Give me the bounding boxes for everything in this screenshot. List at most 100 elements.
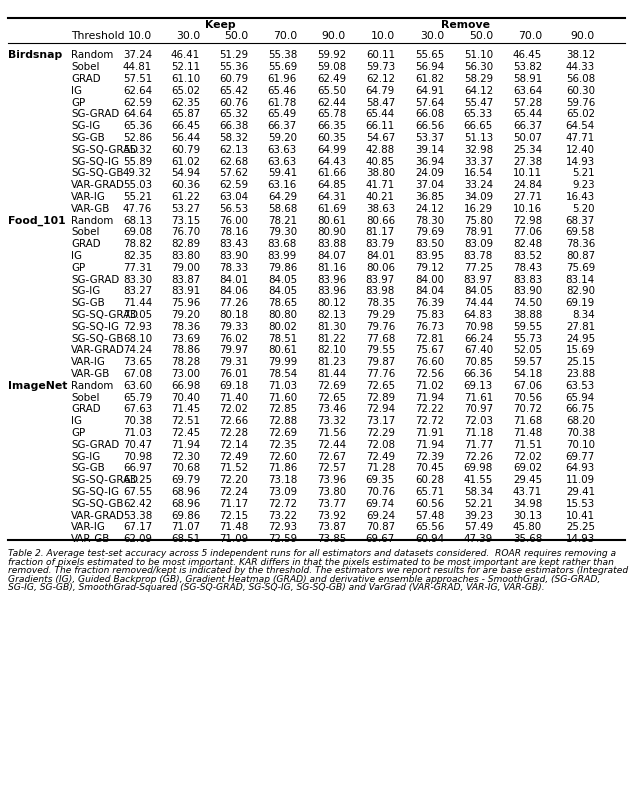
Text: 73.18: 73.18 — [268, 475, 297, 485]
Text: 53.38: 53.38 — [123, 511, 152, 521]
Text: 62.59: 62.59 — [219, 180, 248, 190]
Text: 90.0: 90.0 — [571, 31, 595, 41]
Text: 59.76: 59.76 — [566, 98, 595, 108]
Text: 66.36: 66.36 — [464, 369, 493, 379]
Text: 37.24: 37.24 — [123, 50, 152, 61]
Text: SG-SQ-GRAD: SG-SQ-GRAD — [71, 475, 138, 485]
Text: 54.67: 54.67 — [365, 133, 395, 143]
Text: 62.68: 62.68 — [219, 157, 248, 166]
Text: 65.56: 65.56 — [415, 522, 444, 533]
Text: 59.08: 59.08 — [317, 62, 346, 72]
Text: 66.24: 66.24 — [464, 333, 493, 344]
Text: 69.35: 69.35 — [365, 475, 395, 485]
Text: 73.85: 73.85 — [317, 534, 346, 545]
Text: 61.22: 61.22 — [171, 192, 200, 202]
Text: 65.46: 65.46 — [268, 86, 297, 96]
Text: 55.73: 55.73 — [513, 333, 542, 344]
Text: 25.25: 25.25 — [566, 522, 595, 533]
Text: SG-GB: SG-GB — [71, 133, 105, 143]
Text: 63.64: 63.64 — [513, 86, 542, 96]
Text: 61.69: 61.69 — [317, 204, 346, 214]
Text: 81.23: 81.23 — [317, 357, 346, 367]
Text: 83.90: 83.90 — [219, 251, 248, 261]
Text: 58.68: 58.68 — [268, 204, 297, 214]
Text: 72.08: 72.08 — [366, 440, 395, 450]
Text: 73.69: 73.69 — [171, 333, 200, 344]
Text: 83.96: 83.96 — [317, 286, 346, 296]
Text: 74.50: 74.50 — [513, 298, 542, 308]
Text: 74.24: 74.24 — [123, 345, 152, 355]
Text: 81.16: 81.16 — [317, 262, 346, 273]
Text: 72.59: 72.59 — [268, 534, 297, 545]
Text: 65.94: 65.94 — [566, 392, 595, 403]
Text: 73.00: 73.00 — [171, 369, 200, 379]
Text: 72.28: 72.28 — [219, 428, 248, 438]
Text: 30.0: 30.0 — [420, 31, 444, 41]
Text: 64.93: 64.93 — [566, 463, 595, 474]
Text: IG: IG — [71, 251, 82, 261]
Text: 82.13: 82.13 — [317, 310, 346, 320]
Text: 10.0: 10.0 — [128, 31, 152, 41]
Text: 65.32: 65.32 — [219, 110, 248, 120]
Text: 57.49: 57.49 — [464, 522, 493, 533]
Text: 70.38: 70.38 — [123, 416, 152, 426]
Text: Random: Random — [71, 381, 113, 391]
Text: SG-IG: SG-IG — [71, 121, 100, 131]
Text: 78.54: 78.54 — [268, 369, 297, 379]
Text: 36.94: 36.94 — [415, 157, 444, 166]
Text: 73.15: 73.15 — [171, 216, 200, 225]
Text: 82.35: 82.35 — [123, 251, 152, 261]
Text: 72.88: 72.88 — [268, 416, 297, 426]
Text: 62.09: 62.09 — [123, 534, 152, 545]
Text: 76.70: 76.70 — [171, 228, 200, 237]
Text: SG-SQ-GB: SG-SQ-GB — [71, 333, 124, 344]
Text: 72.39: 72.39 — [415, 452, 444, 462]
Text: 38.63: 38.63 — [365, 204, 395, 214]
Text: 72.26: 72.26 — [464, 452, 493, 462]
Text: Gradients (IG), Guided Backprop (GB), Gradient Heatmap (GRAD) and derivative ens: Gradients (IG), Guided Backprop (GB), Gr… — [8, 575, 600, 584]
Text: 16.54: 16.54 — [464, 169, 493, 178]
Text: 59.57: 59.57 — [513, 357, 542, 367]
Text: 79.86: 79.86 — [268, 262, 297, 273]
Text: 73.77: 73.77 — [317, 499, 346, 509]
Text: 47.71: 47.71 — [566, 133, 595, 143]
Text: 78.33: 78.33 — [219, 262, 248, 273]
Text: 71.94: 71.94 — [171, 440, 200, 450]
Text: 68.96: 68.96 — [171, 499, 200, 509]
Text: SG-SQ-IG: SG-SQ-IG — [71, 157, 119, 166]
Text: 77.68: 77.68 — [365, 333, 395, 344]
Text: 38.12: 38.12 — [566, 50, 595, 61]
Text: 59.20: 59.20 — [268, 133, 297, 143]
Text: 69.86: 69.86 — [171, 511, 200, 521]
Text: 69.19: 69.19 — [566, 298, 595, 308]
Text: 66.11: 66.11 — [365, 121, 395, 131]
Text: 71.28: 71.28 — [366, 463, 395, 474]
Text: 71.56: 71.56 — [317, 428, 346, 438]
Text: 84.01: 84.01 — [366, 251, 395, 261]
Text: 73.09: 73.09 — [268, 487, 297, 497]
Text: 84.06: 84.06 — [219, 286, 248, 296]
Text: 77.06: 77.06 — [513, 228, 542, 237]
Text: 70.98: 70.98 — [464, 322, 493, 332]
Text: SG-GRAD: SG-GRAD — [71, 274, 119, 284]
Text: 54.94: 54.94 — [171, 169, 200, 178]
Text: 64.31: 64.31 — [317, 192, 346, 202]
Text: 39.23: 39.23 — [464, 511, 493, 521]
Text: 72.85: 72.85 — [268, 404, 297, 414]
Text: 64.83: 64.83 — [464, 310, 493, 320]
Text: 80.06: 80.06 — [366, 262, 395, 273]
Text: 76.01: 76.01 — [219, 369, 248, 379]
Text: 78.21: 78.21 — [268, 216, 297, 225]
Text: 82.10: 82.10 — [317, 345, 346, 355]
Text: 74.44: 74.44 — [464, 298, 493, 308]
Text: 76.39: 76.39 — [415, 298, 444, 308]
Text: 44.33: 44.33 — [566, 62, 595, 72]
Text: 62.44: 62.44 — [317, 98, 346, 108]
Text: 72.66: 72.66 — [219, 416, 248, 426]
Text: 67.63: 67.63 — [123, 404, 152, 414]
Text: 59.41: 59.41 — [268, 169, 297, 178]
Text: 72.93: 72.93 — [123, 322, 152, 332]
Text: 72.02: 72.02 — [219, 404, 248, 414]
Text: 79.99: 79.99 — [268, 357, 297, 367]
Text: 56.30: 56.30 — [464, 62, 493, 72]
